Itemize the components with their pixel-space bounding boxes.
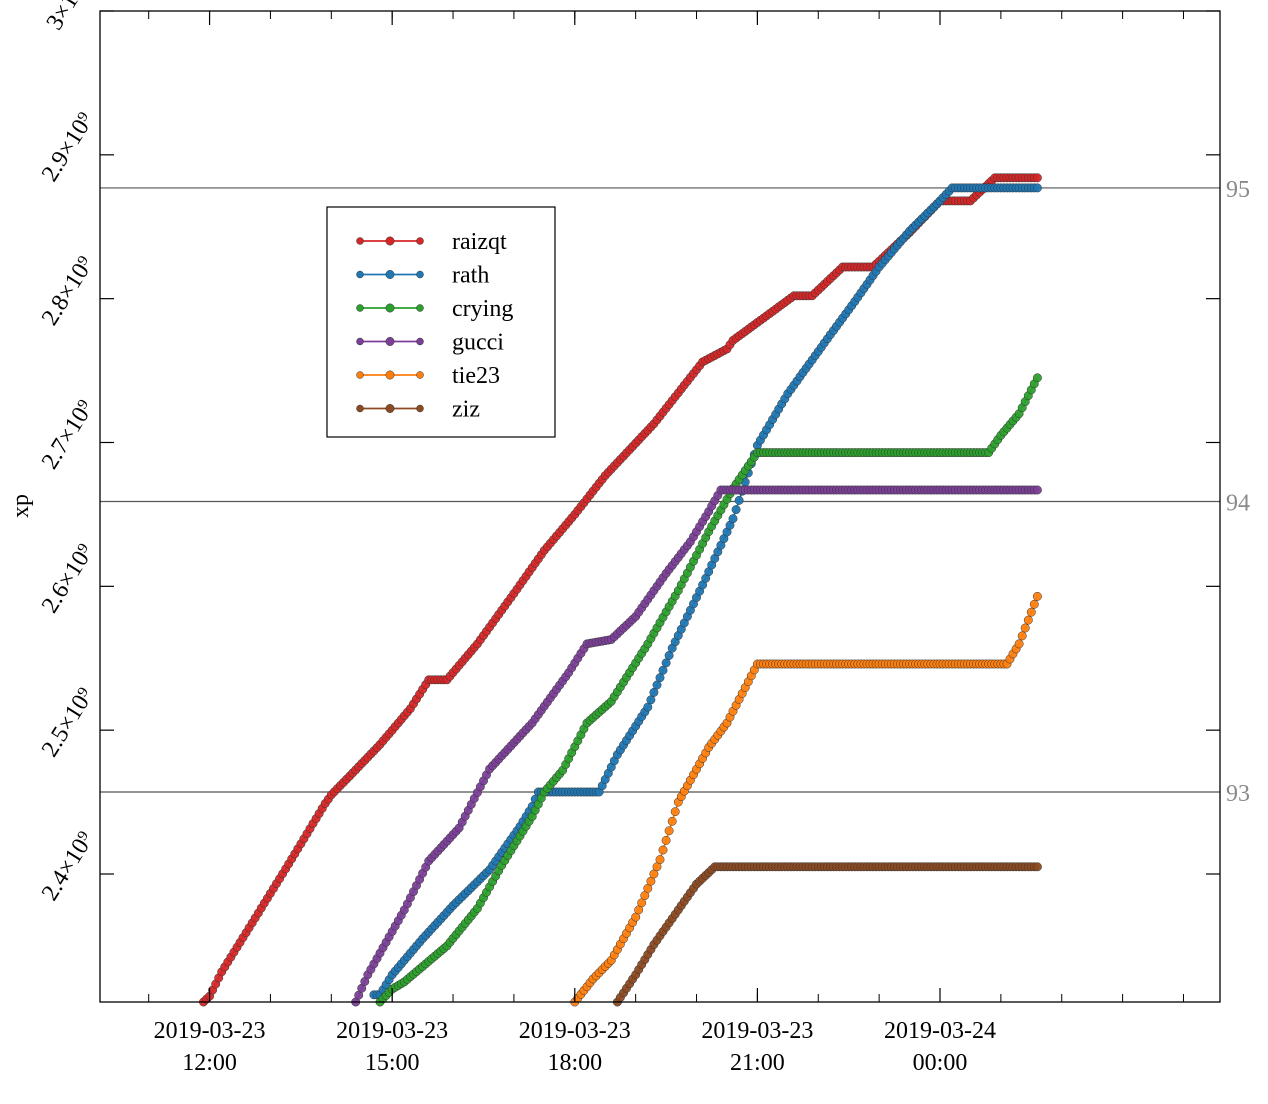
y-tick-label: 3×10⁹ xyxy=(42,0,95,35)
series-line-tie23 xyxy=(574,596,1039,1003)
series-ziz xyxy=(612,862,1042,1007)
y-axis-label: xp xyxy=(8,494,34,518)
y-tick-label: 2.6×10⁹ xyxy=(37,540,99,618)
legend-marker xyxy=(356,304,364,312)
x-tick-label-date: 2019-03-23 xyxy=(154,1018,266,1044)
legend-item-rath: rath xyxy=(356,263,489,289)
point-tie23 xyxy=(1026,607,1036,617)
point-tie23 xyxy=(661,835,671,845)
point-rath xyxy=(646,695,656,705)
point-rath xyxy=(649,687,659,697)
legend-marker xyxy=(356,270,364,279)
level-label-95: 95 xyxy=(1226,177,1250,203)
legend-marker xyxy=(416,237,424,245)
point-rath xyxy=(728,514,738,524)
series-layer xyxy=(199,173,1042,1007)
x-tick-label-time: 15:00 xyxy=(365,1050,420,1076)
point-tie23 xyxy=(664,826,674,836)
point-raizqt xyxy=(1032,173,1042,183)
legend-marker xyxy=(385,370,395,380)
series-rath xyxy=(369,183,1042,1000)
legend-marker xyxy=(416,304,424,312)
axes-layer: 2019-03-23 12:00 2019-03-23 15:00 2019-03-23… xyxy=(8,0,1221,1076)
plot-frame xyxy=(99,10,1221,1003)
level-lines: 93 94 95 xyxy=(100,177,1250,807)
legend: raizqt rath crying gucci tie23 ziz xyxy=(326,206,556,438)
y-tick-label: 2.9×10⁹ xyxy=(37,108,99,186)
legend-marker xyxy=(385,270,395,279)
x-tick-label-date: 2019-03-23 xyxy=(519,1018,631,1044)
point-tie23 xyxy=(670,807,680,817)
point-tie23 xyxy=(667,816,677,826)
legend-marker xyxy=(356,404,364,413)
legend-item-crying: crying xyxy=(356,296,513,322)
legend-marker xyxy=(416,270,424,279)
series-raizqt xyxy=(199,173,1042,1007)
legend-marker xyxy=(385,236,395,246)
series-crying xyxy=(375,373,1042,1007)
y-tick-label: 2.4×10⁹ xyxy=(37,827,99,905)
point-rath xyxy=(658,665,668,675)
legend-marker xyxy=(416,337,424,346)
point-tie23 xyxy=(1032,591,1042,601)
point-tie23 xyxy=(1020,623,1030,633)
legend-marker xyxy=(416,404,424,413)
point-tie23 xyxy=(658,845,668,855)
point-tie23 xyxy=(1014,639,1024,649)
legend-label: tie23 xyxy=(452,363,500,389)
legend-marker xyxy=(416,371,424,379)
legend-marker xyxy=(385,404,395,413)
point-gucci xyxy=(1032,485,1042,495)
point-rath xyxy=(1032,183,1042,193)
point-rath xyxy=(655,673,665,683)
legend-label: crying xyxy=(452,296,513,322)
x-tick-label-time: 12:00 xyxy=(182,1050,237,1076)
level-label-93: 93 xyxy=(1226,781,1250,807)
series-tie23 xyxy=(570,591,1042,1007)
series-line-ziz xyxy=(616,866,1038,1003)
legend-label: raizqt xyxy=(452,229,507,255)
legend-item-raizqt: raizqt xyxy=(356,229,507,255)
point-tie23 xyxy=(1029,599,1039,609)
legend-label: gucci xyxy=(452,330,504,356)
point-rath xyxy=(731,505,741,515)
point-rath xyxy=(734,495,744,505)
x-tick-label-date: 2019-03-24 xyxy=(884,1018,996,1044)
point-rath xyxy=(661,658,671,668)
y-tick-label: 2.8×10⁹ xyxy=(37,252,99,330)
x-tick-label-date: 2019-03-23 xyxy=(701,1018,813,1044)
series-gucci xyxy=(351,485,1042,1007)
x-tick-label-time: 21:00 xyxy=(730,1050,785,1076)
legend-label: rath xyxy=(452,263,489,289)
legend-box xyxy=(326,206,556,438)
legend-marker xyxy=(385,337,395,346)
legend-item-tie23: tie23 xyxy=(356,363,500,389)
point-ziz xyxy=(1032,862,1042,872)
point-tie23 xyxy=(1023,615,1033,625)
point-crying xyxy=(1032,373,1042,383)
legend-marker xyxy=(385,303,395,313)
legend-item-ziz: ziz xyxy=(356,397,480,423)
point-tie23 xyxy=(655,855,665,865)
legend-marker xyxy=(356,337,364,346)
series-line-gucci xyxy=(354,489,1038,1003)
x-tick-label-time: 00:00 xyxy=(913,1050,968,1076)
y-tick-label: 2.5×10⁹ xyxy=(37,683,99,761)
y-tick-label: 2.7×10⁹ xyxy=(37,396,99,474)
legend-marker xyxy=(356,371,364,379)
point-tie23 xyxy=(1017,631,1027,641)
level-label-94: 94 xyxy=(1226,490,1250,516)
x-tick-label-date: 2019-03-23 xyxy=(336,1018,448,1044)
legend-item-gucci: gucci xyxy=(356,330,504,356)
x-tick-label-time: 18:00 xyxy=(547,1050,602,1076)
legend-label: ziz xyxy=(452,397,480,423)
legend-marker xyxy=(356,237,364,245)
